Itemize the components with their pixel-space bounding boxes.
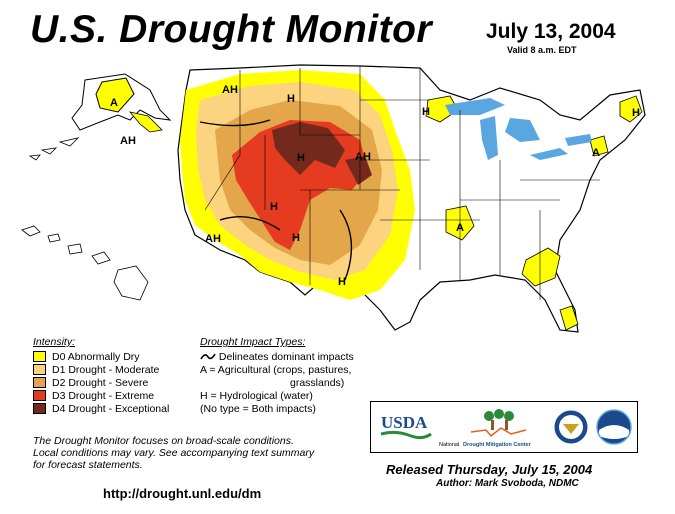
impact-line: A = Agricultural (crops, pastures, xyxy=(200,364,352,376)
map-label-h-colorado: H xyxy=(297,152,305,164)
d0-maine xyxy=(619,95,643,123)
map-label-ah-dakota: AH xyxy=(355,151,371,163)
map-label-a-newengland: A xyxy=(592,147,600,159)
impact-line: (No type = Both impacts) xyxy=(200,403,316,415)
map-label-h-texas: H xyxy=(338,276,346,288)
map-label-a-alaska: A xyxy=(110,97,118,109)
legend-swatch xyxy=(33,403,46,414)
map-label-ah-california: AH xyxy=(205,233,221,245)
map-title: U.S. Drought Monitor xyxy=(30,8,433,51)
d0-michigan xyxy=(425,95,459,123)
impact-line: grasslands) xyxy=(290,377,345,389)
d0-florida xyxy=(559,305,579,331)
legend-label: D3 Drought - Extreme xyxy=(52,389,155,402)
map-label-ah-alaska: AH xyxy=(120,135,136,147)
note-line: The Drought Monitor focuses on broad-sca… xyxy=(33,435,294,447)
map-label-h-maine: H xyxy=(632,107,640,119)
intensity-legend: Intensity: D0 Abnormally Dry D1 Drought … xyxy=(33,336,169,415)
usda-logo: USDA xyxy=(380,413,432,440)
impact-line: H = Hydrological (water) xyxy=(200,390,313,402)
valid-time: Valid 8 a.m. EDT xyxy=(507,45,577,55)
svg-text:USDA: USDA xyxy=(381,413,428,432)
ndmc-logo: National Drought Mitigation Center xyxy=(439,409,532,448)
map-label-h-michigan: H xyxy=(422,106,430,118)
note-line: for forecast statements. xyxy=(33,459,143,471)
state-boundaries xyxy=(204,66,600,300)
logos-graphic: USDA National Drought Mitigation Center xyxy=(380,409,632,448)
partner-logos: USDA National Drought Mitigation Center xyxy=(370,401,638,453)
map-label-a-missouri: A xyxy=(456,222,464,234)
svg-text:Drought Mitigation Center: Drought Mitigation Center xyxy=(463,442,532,448)
d0-newengland xyxy=(589,135,609,157)
noaa-logo xyxy=(596,409,632,445)
legend-heading: Intensity: xyxy=(33,336,76,348)
website-link[interactable]: http://drought.unl.edu/dm xyxy=(103,486,262,501)
legend-label: D2 Drought - Severe xyxy=(52,376,149,389)
legend-swatch xyxy=(33,364,46,375)
map-label-h-utah: H xyxy=(270,201,278,213)
impact-heading: Drought Impact Types: xyxy=(200,336,306,348)
d0-georgia xyxy=(521,247,561,287)
legend-item: D2 Drought - Severe xyxy=(33,376,169,389)
legend-swatch xyxy=(33,390,46,401)
legend-label: D4 Drought - Exceptional xyxy=(52,402,170,415)
author: Author: Mark Svoboda, NDMC xyxy=(436,478,579,489)
impact-types: Drought Impact Types: Delineates dominan… xyxy=(200,336,354,416)
alaska: A AH xyxy=(28,73,172,161)
doc-seal xyxy=(553,409,589,445)
legend-swatch xyxy=(33,351,46,362)
map-label-h-wyoming: H xyxy=(287,93,295,105)
release-date: Released Thursday, July 15, 2004 xyxy=(386,462,593,477)
map-label-ah-montana: AH xyxy=(222,84,238,96)
drought-map: A AH xyxy=(21,64,646,333)
legend-item: D0 Abnormally Dry xyxy=(33,350,169,363)
impact-line: Delineates dominant impacts xyxy=(200,351,354,364)
map-date: July 13, 2004 xyxy=(486,20,616,43)
legend-item: D3 Drought - Extreme xyxy=(33,389,169,402)
disclaimer-note: The Drought Monitor focuses on broad-sca… xyxy=(33,435,343,471)
legend-label: D0 Abnormally Dry xyxy=(52,350,140,363)
impact-line-text: Delineates dominant impacts xyxy=(218,351,354,363)
hawaii xyxy=(21,225,149,301)
svg-text:National: National xyxy=(439,442,459,448)
d4-west xyxy=(272,122,372,185)
legend-swatch xyxy=(33,377,46,388)
legend-item: D4 Drought - Exceptional xyxy=(33,402,169,415)
legend-label: D1 Drought - Moderate xyxy=(52,363,160,376)
impact-boundary-icon xyxy=(200,353,216,360)
note-line: Local conditions may vary. See accompany… xyxy=(33,447,315,459)
legend-item: D1 Drought - Moderate xyxy=(33,363,169,376)
impact-boundaries xyxy=(199,119,353,281)
map-label-h-arizona: H xyxy=(292,232,300,244)
